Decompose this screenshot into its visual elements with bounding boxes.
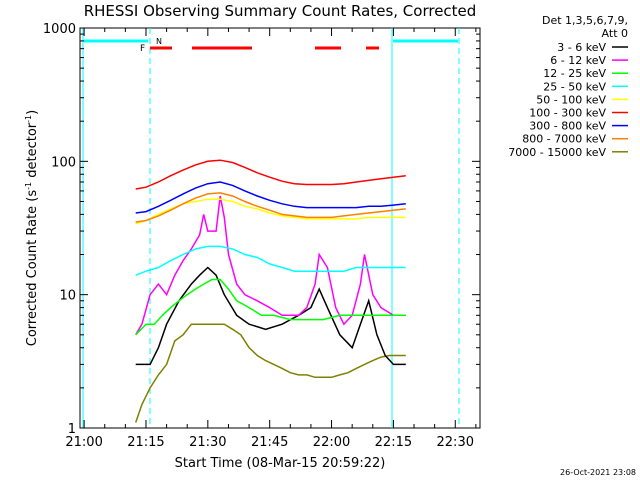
legend-label: 25 - 50 keV: [543, 80, 606, 93]
legend-label: 800 - 7000 keV: [522, 133, 606, 146]
legend-label: 3 - 6 keV: [557, 41, 606, 54]
y-axis-ticks: 1 10 100 1000: [43, 22, 480, 437]
plot-area: FN: [79, 27, 481, 429]
x-tick-label: 21:15: [127, 435, 164, 450]
series-line: [135, 159, 406, 190]
legend-label: 12 - 25 keV: [543, 67, 606, 80]
flag-label: F: [140, 44, 145, 54]
y-tick-label: 100: [51, 155, 76, 170]
series-line: [135, 278, 406, 336]
series-line: [134, 323, 406, 423]
series-line: [135, 198, 406, 225]
x-tick-label: 21:45: [251, 435, 288, 450]
legend-label: 6 - 12 keV: [550, 54, 606, 67]
y-tick-label: 1000: [43, 22, 76, 37]
legend-header-line1: Det 1,3,5,6,7,9,: [542, 14, 628, 27]
chart-title: RHESSI Observing Summary Count Rates, Co…: [84, 2, 477, 20]
x-tick-label: 22:15: [375, 435, 412, 450]
legend-label: 100 - 300 keV: [529, 107, 606, 120]
x-axis-ticks: 21:00 21:15 21:30 21:45 22:00 22:15 22:30: [65, 28, 477, 450]
series-line: [135, 192, 406, 223]
y-axis-label: Corrected Count Rate (s-1 detector-1): [24, 110, 40, 346]
series-layer: [134, 159, 406, 423]
legend-label: 7000 - 15000 keV: [508, 146, 606, 159]
x-axis-label: Start Time (08-Mar-15 20:59:22): [175, 456, 386, 471]
x-tick-label: 22:30: [437, 435, 474, 450]
legend-header-line2: Att 0: [602, 27, 628, 40]
x-tick-label: 22:00: [313, 435, 350, 450]
timestamp: 26-Oct-2021 23:08: [560, 468, 636, 477]
flag-label: N: [156, 37, 162, 46]
y-tick-label: 1: [68, 422, 76, 437]
series-line: [135, 245, 406, 276]
legend-label: 300 - 800 keV: [529, 120, 606, 133]
legend-label: 50 - 100 keV: [536, 93, 606, 106]
series-line: [135, 266, 406, 366]
series-line: [135, 195, 406, 336]
y-tick-label: 10: [59, 289, 76, 304]
x-tick-label: 21:30: [189, 435, 226, 450]
flag-bars: FN: [84, 37, 458, 54]
x-tick-label: 21:00: [65, 435, 102, 450]
guide-lines: [82, 28, 460, 428]
series-line: [135, 181, 406, 214]
plot-frame: [79, 27, 481, 429]
